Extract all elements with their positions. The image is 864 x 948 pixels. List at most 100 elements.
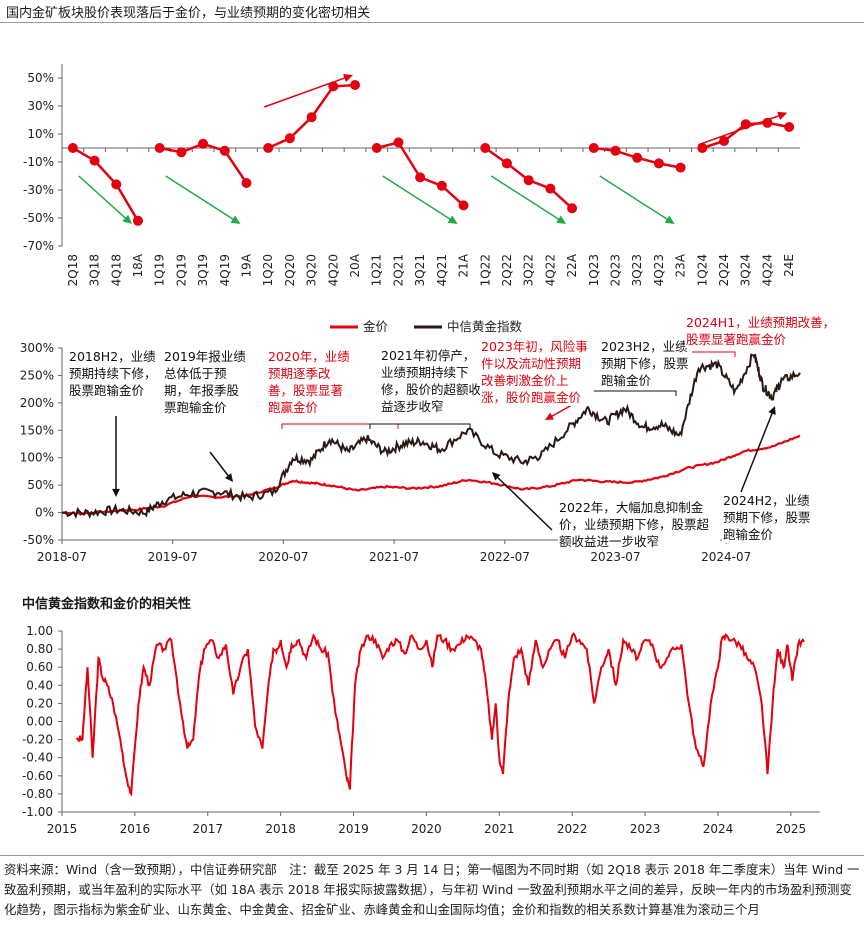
- y-tick-label: 250%: [20, 368, 54, 382]
- x-tick-label: 2Q18: [66, 254, 80, 286]
- y-tick-label: 200%: [20, 396, 54, 410]
- y-tick-label: 30%: [27, 99, 54, 113]
- y-tick-label: 0%: [35, 506, 54, 520]
- y-tick-label: 0.80: [26, 642, 53, 656]
- x-tick-label: 3Q19: [196, 254, 210, 286]
- y-tick-label: 50%: [27, 478, 54, 492]
- y-tick-label: 50%: [27, 71, 54, 85]
- x-tick-label: 19A: [240, 253, 254, 277]
- revision-point: [610, 145, 621, 156]
- y-tick-label: -0.20: [22, 733, 53, 747]
- x-tick-label: 4Q23: [652, 254, 666, 286]
- revision-point: [198, 138, 209, 149]
- x-tick-label: 2Q22: [500, 254, 514, 286]
- revision-point: [306, 112, 317, 123]
- revision-point: [111, 179, 122, 190]
- x-tick-label: 2020-07: [258, 550, 308, 564]
- y-tick-label: -70%: [23, 239, 54, 253]
- annotation-2021: 2021年初停产，业绩预期持续下修，股价的超额收益逐步收窄: [380, 347, 482, 415]
- revision-point: [415, 172, 426, 183]
- x-tick-label: 18A: [131, 253, 145, 277]
- x-tick-label: 1Q20: [261, 254, 275, 286]
- x-tick-label: 2020: [411, 822, 442, 836]
- y-tick-label: -0.60: [22, 769, 53, 783]
- revision-point: [67, 143, 78, 153]
- y-tick-label: 1.00: [26, 624, 53, 638]
- revision-point: [784, 122, 795, 132]
- trend-arrow-shaft: [78, 175, 127, 220]
- revision-point: [719, 136, 730, 146]
- arrow-2018h2-head: [112, 488, 120, 497]
- x-tick-label: 2Q19: [174, 254, 188, 286]
- trend-arrow-head: [447, 215, 458, 224]
- x-tick-label: 2Q21: [391, 254, 405, 286]
- x-tick-label: 3Q20: [305, 254, 319, 286]
- x-tick-label: 2023: [630, 822, 661, 836]
- annotation-2023h2: 2023H2，业绩预期下修，股票跑输金价: [600, 338, 692, 389]
- y-tick-label: 10%: [27, 127, 54, 141]
- x-tick-label: 4Q22: [543, 254, 557, 286]
- revision-point: [350, 80, 361, 90]
- correlation-chart-title: 中信黄金指数和金价的相关性: [22, 597, 192, 612]
- trend-arrow-shaft: [382, 175, 452, 221]
- trend-arrow-shaft: [599, 175, 669, 221]
- y-tick-label: 0.20: [26, 696, 53, 710]
- trend-arrow-head: [122, 214, 132, 224]
- y-tick-label: -0.40: [22, 751, 53, 765]
- arrow-2022-head: [492, 472, 501, 481]
- revision-point: [501, 158, 512, 169]
- x-tick-label: 1Q23: [587, 254, 601, 286]
- y-tick-label: 0.40: [26, 678, 53, 692]
- x-tick-label: 2016: [120, 822, 151, 836]
- x-tick-label: 24E: [782, 254, 796, 277]
- trend-arrow-shaft: [698, 114, 780, 146]
- revision-point: [371, 143, 382, 153]
- y-tick-label: 0.60: [26, 660, 53, 674]
- x-tick-label: 2024: [703, 822, 734, 836]
- x-tick-label: 20A: [348, 253, 362, 277]
- revision-line: [72, 146, 140, 222]
- trend-arrow-head: [230, 215, 241, 224]
- footnote: 资料来源：Wind（含一致预期），中信证券研究部 注：截至 2025 年 3 月…: [4, 862, 860, 917]
- trend-arrow-shaft: [165, 175, 235, 221]
- x-tick-label: 2021-07: [369, 550, 419, 564]
- x-tick-label: 2018-07: [37, 550, 87, 564]
- x-tick-label: 2Q23: [609, 254, 623, 286]
- revision-point: [675, 162, 686, 173]
- y-tick-label: 150%: [20, 423, 54, 437]
- x-tick-label: 4Q18: [109, 254, 123, 286]
- x-tick-label: 3Q22: [522, 254, 536, 286]
- trend-arrow-head: [343, 73, 354, 83]
- trend-arrow-shaft: [490, 175, 560, 221]
- y-tick-label: -10%: [23, 155, 54, 169]
- earnings-revision-chart: 50% 30% 10% -10% -30% -50% -70% 2Q18 3Q18 4Q18 18A…: [23, 64, 800, 286]
- trend-arrow-head: [664, 215, 675, 224]
- arrow-2019-shaft: [209, 451, 230, 477]
- x-tick-label: 1Q22: [478, 254, 492, 286]
- revision-point: [393, 137, 404, 148]
- revision-point: [263, 143, 274, 153]
- x-tick-label: 3Q18: [88, 254, 102, 286]
- x-tick-label: 3Q21: [413, 254, 427, 286]
- y-tick-label: -30%: [23, 183, 54, 197]
- x-tick-label: 2017: [192, 822, 223, 836]
- x-tick-label: 2023-07: [590, 550, 640, 564]
- y-tick-label: -50%: [23, 211, 54, 225]
- x-tick-label: 1Q21: [370, 254, 384, 286]
- x-tick-label: 2015: [47, 822, 78, 836]
- revision-point: [545, 183, 556, 194]
- x-tick-label: 2021: [484, 822, 515, 836]
- revision-point: [219, 145, 230, 156]
- correlation-chart: 1.00 0.80 0.60 0.40 0.20 0.00 -0.20 -0.40 -0.60 -…: [22, 624, 820, 836]
- arrow-2024h2-head: [768, 406, 776, 415]
- revision-point: [523, 175, 534, 186]
- annotation-2018h2: 2018H2，业绩预期持续下修，股票跑输金价: [68, 348, 158, 399]
- annotation-2022: 2022年，大幅加息抑制金价，业绩预期下修，股票超额收益进一步收窄: [558, 499, 720, 550]
- x-tick-label: 2019: [338, 822, 369, 836]
- annotation-2024h2: 2024H2，业绩预期下修，股票跑输金价: [722, 492, 822, 543]
- x-tick-label: 4Q19: [218, 254, 232, 286]
- x-tick-label: 2022-07: [480, 550, 530, 564]
- annotation-2024h1: 2024H1，业绩预期改善，股票显著跑赢金价: [685, 314, 837, 348]
- x-tick-label: 4Q24: [760, 254, 774, 286]
- trend-arrow-head: [777, 111, 788, 120]
